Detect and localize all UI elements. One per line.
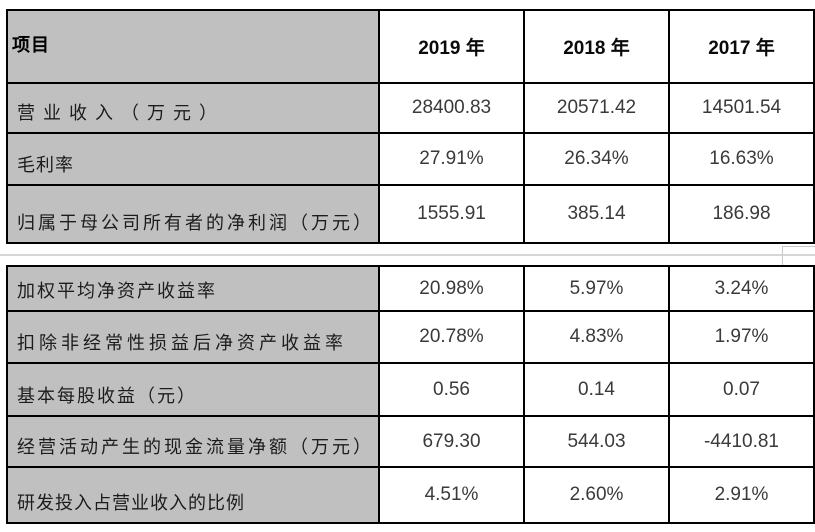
scan-artifact-corner bbox=[782, 246, 815, 247]
value-cell: 20.78% bbox=[378, 310, 525, 364]
year-header-2017: 2017 年 bbox=[668, 9, 815, 84]
financial-table-lower: 加权平均净资产收益率 20.98% 5.97% 3.24% 扣除非经常性损益后净… bbox=[6, 265, 815, 524]
row-label-operating-cash-flow: 经营活动产生的现金流量净额（万元） bbox=[6, 415, 380, 468]
value-cell: 2.91% bbox=[668, 466, 815, 524]
value-cell: 2.60% bbox=[523, 466, 670, 524]
table-row: 毛利率 27.91% 26.34% 16.63% bbox=[6, 132, 815, 186]
value-cell: 26.34% bbox=[523, 132, 670, 186]
header-row: 项目 2019 年 2018 年 2017 年 bbox=[6, 9, 815, 84]
row-label-basic-eps: 基本每股收益（元） bbox=[6, 362, 380, 417]
value-cell: 1555.91 bbox=[378, 184, 525, 244]
row-label-roe-excl-nonrecurring: 扣除非经常性损益后净资产收益率 bbox=[6, 310, 380, 364]
year-header-2018: 2018 年 bbox=[523, 9, 670, 84]
value-cell: 0.56 bbox=[378, 362, 525, 417]
scan-artifact-line bbox=[0, 254, 815, 256]
value-cell: 385.14 bbox=[523, 184, 670, 244]
table-row: 基本每股收益（元） 0.56 0.14 0.07 bbox=[6, 362, 815, 417]
value-cell: 3.24% bbox=[668, 265, 815, 312]
scan-artifact-corner bbox=[782, 246, 783, 267]
value-cell: 544.03 bbox=[523, 415, 670, 468]
year-header-2019: 2019 年 bbox=[378, 9, 525, 84]
value-cell: 16.63% bbox=[668, 132, 815, 186]
value-cell: 186.98 bbox=[668, 184, 815, 244]
row-label-operating-revenue: 营业收入（万元） bbox=[6, 82, 380, 134]
table-row: 经营活动产生的现金流量净额（万元） 679.30 544.03 -4410.81 bbox=[6, 415, 815, 468]
row-label-net-profit-parent: 归属于母公司所有者的净利润（万元） bbox=[6, 184, 380, 244]
value-cell: 5.97% bbox=[523, 265, 670, 312]
value-cell: 28400.83 bbox=[378, 82, 525, 134]
value-cell: 20571.42 bbox=[523, 82, 670, 134]
table-row: 扣除非经常性损益后净资产收益率 20.78% 4.83% 1.97% bbox=[6, 310, 815, 364]
value-cell: 1.97% bbox=[668, 310, 815, 364]
value-cell: 0.07 bbox=[668, 362, 815, 417]
value-cell: 679.30 bbox=[378, 415, 525, 468]
value-cell: 20.98% bbox=[378, 265, 525, 312]
table-row: 研发投入占营业收入的比例 4.51% 2.60% 2.91% bbox=[6, 466, 815, 524]
value-cell: 4.51% bbox=[378, 466, 525, 524]
value-cell: -4410.81 bbox=[668, 415, 815, 468]
financial-table-upper: 项目 2019 年 2018 年 2017 年 营业收入（万元） 28400.8… bbox=[6, 9, 815, 244]
value-cell: 14501.54 bbox=[668, 82, 815, 134]
table-row: 营业收入（万元） 28400.83 20571.42 14501.54 bbox=[6, 82, 815, 134]
table-row: 加权平均净资产收益率 20.98% 5.97% 3.24% bbox=[6, 265, 815, 312]
row-label-weighted-avg-roe: 加权平均净资产收益率 bbox=[6, 265, 380, 312]
value-cell: 0.14 bbox=[523, 362, 670, 417]
value-cell: 27.91% bbox=[378, 132, 525, 186]
row-label-rnd-revenue-ratio: 研发投入占营业收入的比例 bbox=[6, 466, 380, 524]
item-column-header: 项目 bbox=[6, 9, 380, 84]
value-cell: 4.83% bbox=[523, 310, 670, 364]
table-row: 归属于母公司所有者的净利润（万元） 1555.91 385.14 186.98 bbox=[6, 184, 815, 244]
row-label-gross-margin: 毛利率 bbox=[6, 132, 380, 186]
